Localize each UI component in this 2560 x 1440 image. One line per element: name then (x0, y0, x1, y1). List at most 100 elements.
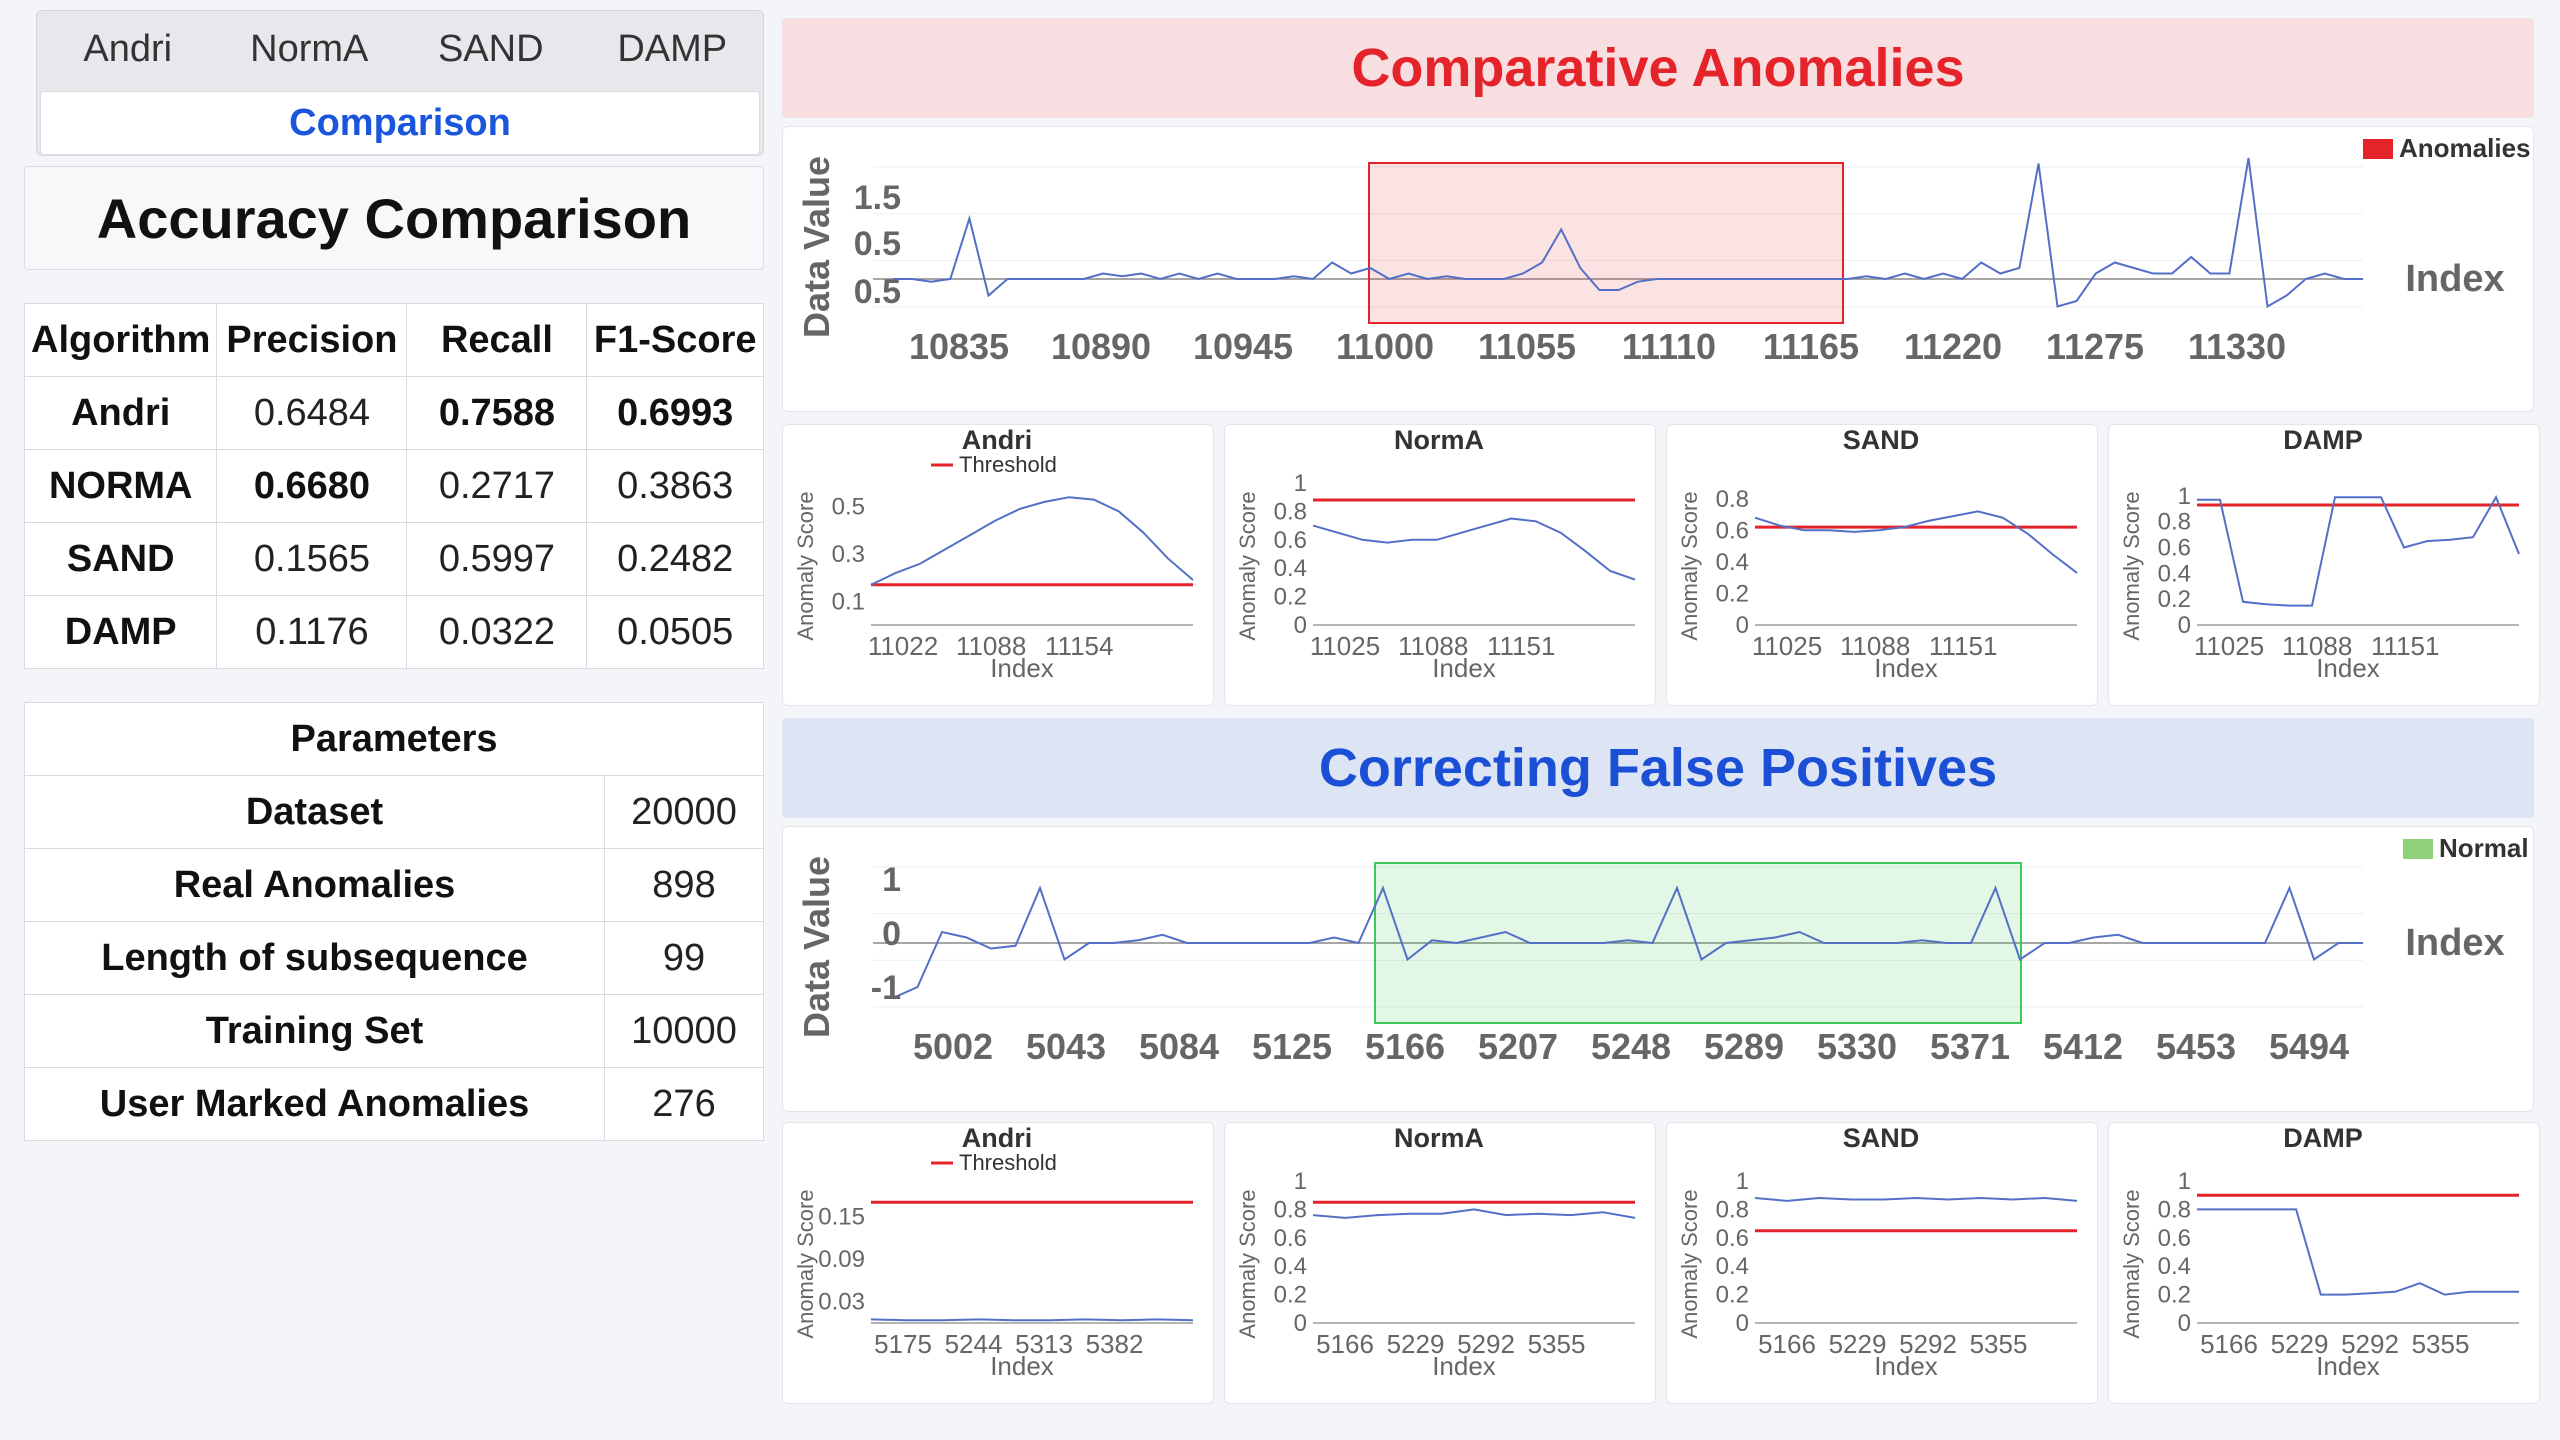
x-tick-label: 5229 (1387, 1329, 1445, 1359)
y-tick-label: 0.4 (1274, 555, 1307, 582)
y-tick-label: 0.6 (2158, 1225, 2191, 1252)
y-tick-label: 0.4 (1716, 549, 1749, 576)
damp-score-chart: DAMP 10.80.60.40.20 Anomaly Score 5166 5229 5… (2119, 1123, 2519, 1381)
y-tick-label: 0.6 (1274, 527, 1307, 554)
y-tick-label: 0 (1736, 1310, 1749, 1337)
param-label: Real Anomalies (24, 848, 605, 922)
y-tick-label: 1 (882, 861, 901, 899)
y-tick-label: 0.2 (1716, 1282, 1749, 1309)
param-label: Training Set (24, 994, 605, 1068)
tab-norma[interactable]: NormA (250, 27, 369, 70)
param-value: 276 (604, 1067, 764, 1141)
table-header-row: Algorithm Precision Recall F1-Score (23, 303, 764, 377)
anomaly-score-line (2197, 494, 2520, 607)
x-tick-label: 5412 (2043, 1026, 2123, 1067)
table-row: Andri 0.6484 0.7588 0.6993 (23, 376, 764, 450)
damp-score-panel-1: DAMP 1 0.8 0.6 0.4 0.2 0 Anomaly Score 11025 1108… (2108, 424, 2540, 706)
x-tick-label: 5229 (2271, 1329, 2329, 1359)
y-tick-label: 0.2 (2158, 1282, 2191, 1309)
x-tick-label: 5313 (1015, 1329, 1073, 1359)
parameters-title: Parameters (24, 702, 764, 776)
y-axis-label: Anomaly Score (2119, 491, 2144, 640)
recall-value: 0.7588 (406, 376, 588, 450)
y-tick-label: 1 (2178, 483, 2191, 510)
y-axis-label: Anomaly Score (1677, 491, 1702, 640)
sand-score-chart: SAND 0.8 0.6 0.4 0.2 0 Anomaly Score 11025 11088… (1677, 425, 2078, 683)
x-tick-label: 5084 (1139, 1026, 1219, 1067)
y-tick-label: 0 (882, 915, 901, 953)
f1-value: 0.2482 (586, 522, 764, 596)
param-value: 99 (604, 921, 764, 995)
x-tick-label: 5125 (1252, 1026, 1332, 1067)
x-tick-label: 10835 (909, 326, 1009, 367)
y-tick-label: 0.6 (1716, 517, 1749, 544)
recall-value: 0.5997 (406, 522, 588, 596)
y-tick-label: 0.09 (818, 1246, 865, 1273)
legend-label: Threshold (959, 452, 1057, 477)
sand-score-panel-2: SAND 1 0.8 0.6 0.4 0.2 0 Anomaly Score 5166 5229 5… (1666, 1122, 2098, 1404)
y-axis-label: Anomaly Score (793, 491, 818, 640)
y-axis-label: Anomaly Score (2119, 1189, 2144, 1338)
param-value: 20000 (604, 775, 764, 849)
x-tick-label: 5207 (1478, 1026, 1558, 1067)
recall-value: 0.0322 (406, 595, 588, 669)
param-label: User Marked Anomalies (24, 1067, 605, 1141)
y-tick-label: 0.5 (854, 273, 901, 311)
andri-score-panel-2: Andri Threshold 0.15 0.09 0.03 Anomaly Score 5… (782, 1122, 1214, 1404)
norma-score-panel-2: NormA 1 0.8 0.6 0.4 0.2 0 Anomaly Score 5166 5229… (1224, 1122, 1656, 1404)
y-tick-label: 1 (1736, 1168, 1749, 1195)
sand-score-chart: SAND 10.80.60.40.20 Anomaly Score 5166 5229 5… (1677, 1123, 2078, 1381)
data-series-line (892, 885, 2363, 999)
tab-comparison[interactable]: Comparison (40, 91, 760, 155)
y-tick-label: 0.4 (2158, 1253, 2191, 1280)
algo-name: SAND (23, 522, 218, 596)
legend-label: Normal (2439, 833, 2529, 863)
x-tick-label: 11025 (2194, 631, 2264, 661)
false-positive-main-chart[interactable]: Data Value 1 0 -1 5002 5043 5084 5125 5166 5207 52… (783, 827, 2535, 1113)
precision-value: 0.1565 (216, 522, 408, 596)
tab-andri[interactable]: Andri (83, 27, 173, 70)
param-value: 10000 (604, 994, 764, 1068)
algo-name: NORMA (23, 449, 218, 523)
false-positive-main-chart-panel: Data Value 1 0 -1 5002 5043 5084 5125 5166 5207 52… (782, 826, 2534, 1112)
table-row: SAND 0.1565 0.5997 0.2482 (23, 522, 764, 596)
x-tick-label: 5002 (913, 1026, 993, 1067)
x-tick-label: 11088 (1398, 631, 1468, 661)
precision-value: 0.1176 (216, 595, 408, 669)
y-axis-label: Data Value (796, 856, 837, 1038)
y-tick-label: 0 (2178, 612, 2191, 639)
accuracy-table: Algorithm Precision Recall F1-Score Andr… (23, 303, 764, 669)
x-tick-label: 11055 (1478, 326, 1576, 367)
chart-title: SAND (1843, 425, 1920, 455)
y-axis-label: Anomaly Score (1235, 491, 1260, 640)
x-tick-label: 5166 (1758, 1329, 1816, 1359)
x-tick-label: 11000 (1336, 326, 1434, 367)
algo-name: DAMP (23, 595, 218, 669)
anomaly-score-line (1312, 1208, 1636, 1219)
tab-row: Andri NormA SAND DAMP (37, 11, 763, 87)
y-tick-label: 0.2 (2158, 586, 2191, 613)
x-axis-label: Index (990, 653, 1054, 683)
table-row: Training Set 10000 (24, 994, 764, 1068)
x-tick-label: 11088 (956, 631, 1026, 661)
x-axis-label: Index (2316, 1351, 2380, 1381)
x-axis-label: Index (1432, 653, 1496, 683)
x-tick-label: 10945 (1193, 326, 1293, 367)
param-value: 898 (604, 848, 764, 922)
norma-score-chart: NormA 10.80.60.40.20 Anomaly Score 5166 5229… (1235, 1123, 1636, 1381)
x-tick-label: 11275 (2046, 326, 2144, 367)
tab-sand[interactable]: SAND (437, 27, 544, 70)
f1-value: 0.6993 (586, 376, 764, 450)
x-axis-label: Index (1874, 653, 1938, 683)
y-tick-label: 1.5 (854, 179, 901, 217)
tab-damp[interactable]: DAMP (617, 27, 728, 70)
x-tick-label: 5166 (2200, 1329, 2258, 1359)
y-tick-label: 0.15 (818, 1204, 865, 1231)
x-tick-label: 10890 (1051, 326, 1151, 367)
header-algorithm: Algorithm (23, 303, 218, 377)
algo-name: Andri (23, 376, 218, 450)
y-tick-label: 0 (1294, 1310, 1307, 1337)
y-tick-label: 0.03 (818, 1289, 865, 1316)
